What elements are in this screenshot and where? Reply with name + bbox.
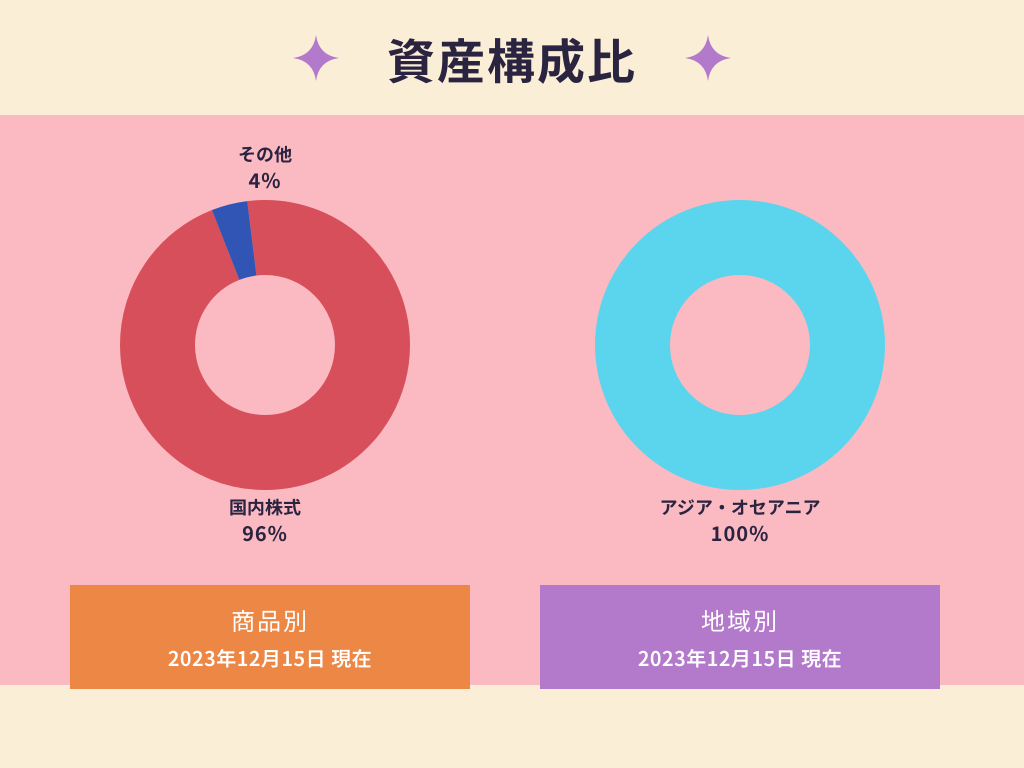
donut-chart-product: その他 4% 国内株式 96% (120, 200, 410, 490)
slice-label-asia: アジア・オセアニア 100% (660, 495, 821, 546)
donut-slice (633, 238, 848, 453)
slice-label-other: その他 4% (238, 142, 292, 193)
sparkle-icon (685, 35, 731, 81)
donut-slice (158, 238, 373, 453)
donut-svg (120, 200, 410, 490)
caption-title: 商品別 (231, 602, 309, 637)
caption-date: 2023年12月15日 現在 (168, 643, 372, 672)
page-title: 資産構成比 (387, 23, 637, 93)
chart-panel: その他 4% 国内株式 96% アジア・オセアニア 100% 商品別 2023年… (0, 115, 1024, 685)
slice-pct: 100% (660, 519, 821, 546)
caption-box-product: 商品別 2023年12月15日 現在 (70, 585, 470, 689)
sparkle-icon (293, 35, 339, 81)
slice-name: その他 (238, 142, 292, 166)
slice-name: 国内株式 (229, 495, 301, 519)
caption-title: 地域別 (701, 602, 779, 637)
donut-chart-region: アジア・オセアニア 100% (595, 200, 885, 490)
slice-pct: 96% (229, 519, 301, 546)
header: 資産構成比 (0, 0, 1024, 115)
donut-svg (595, 200, 885, 490)
slice-label-domestic: 国内株式 96% (229, 495, 301, 546)
slice-pct: 4% (238, 166, 292, 193)
slice-name: アジア・オセアニア (660, 495, 821, 519)
caption-box-region: 地域別 2023年12月15日 現在 (540, 585, 940, 689)
caption-date: 2023年12月15日 現在 (638, 643, 842, 672)
